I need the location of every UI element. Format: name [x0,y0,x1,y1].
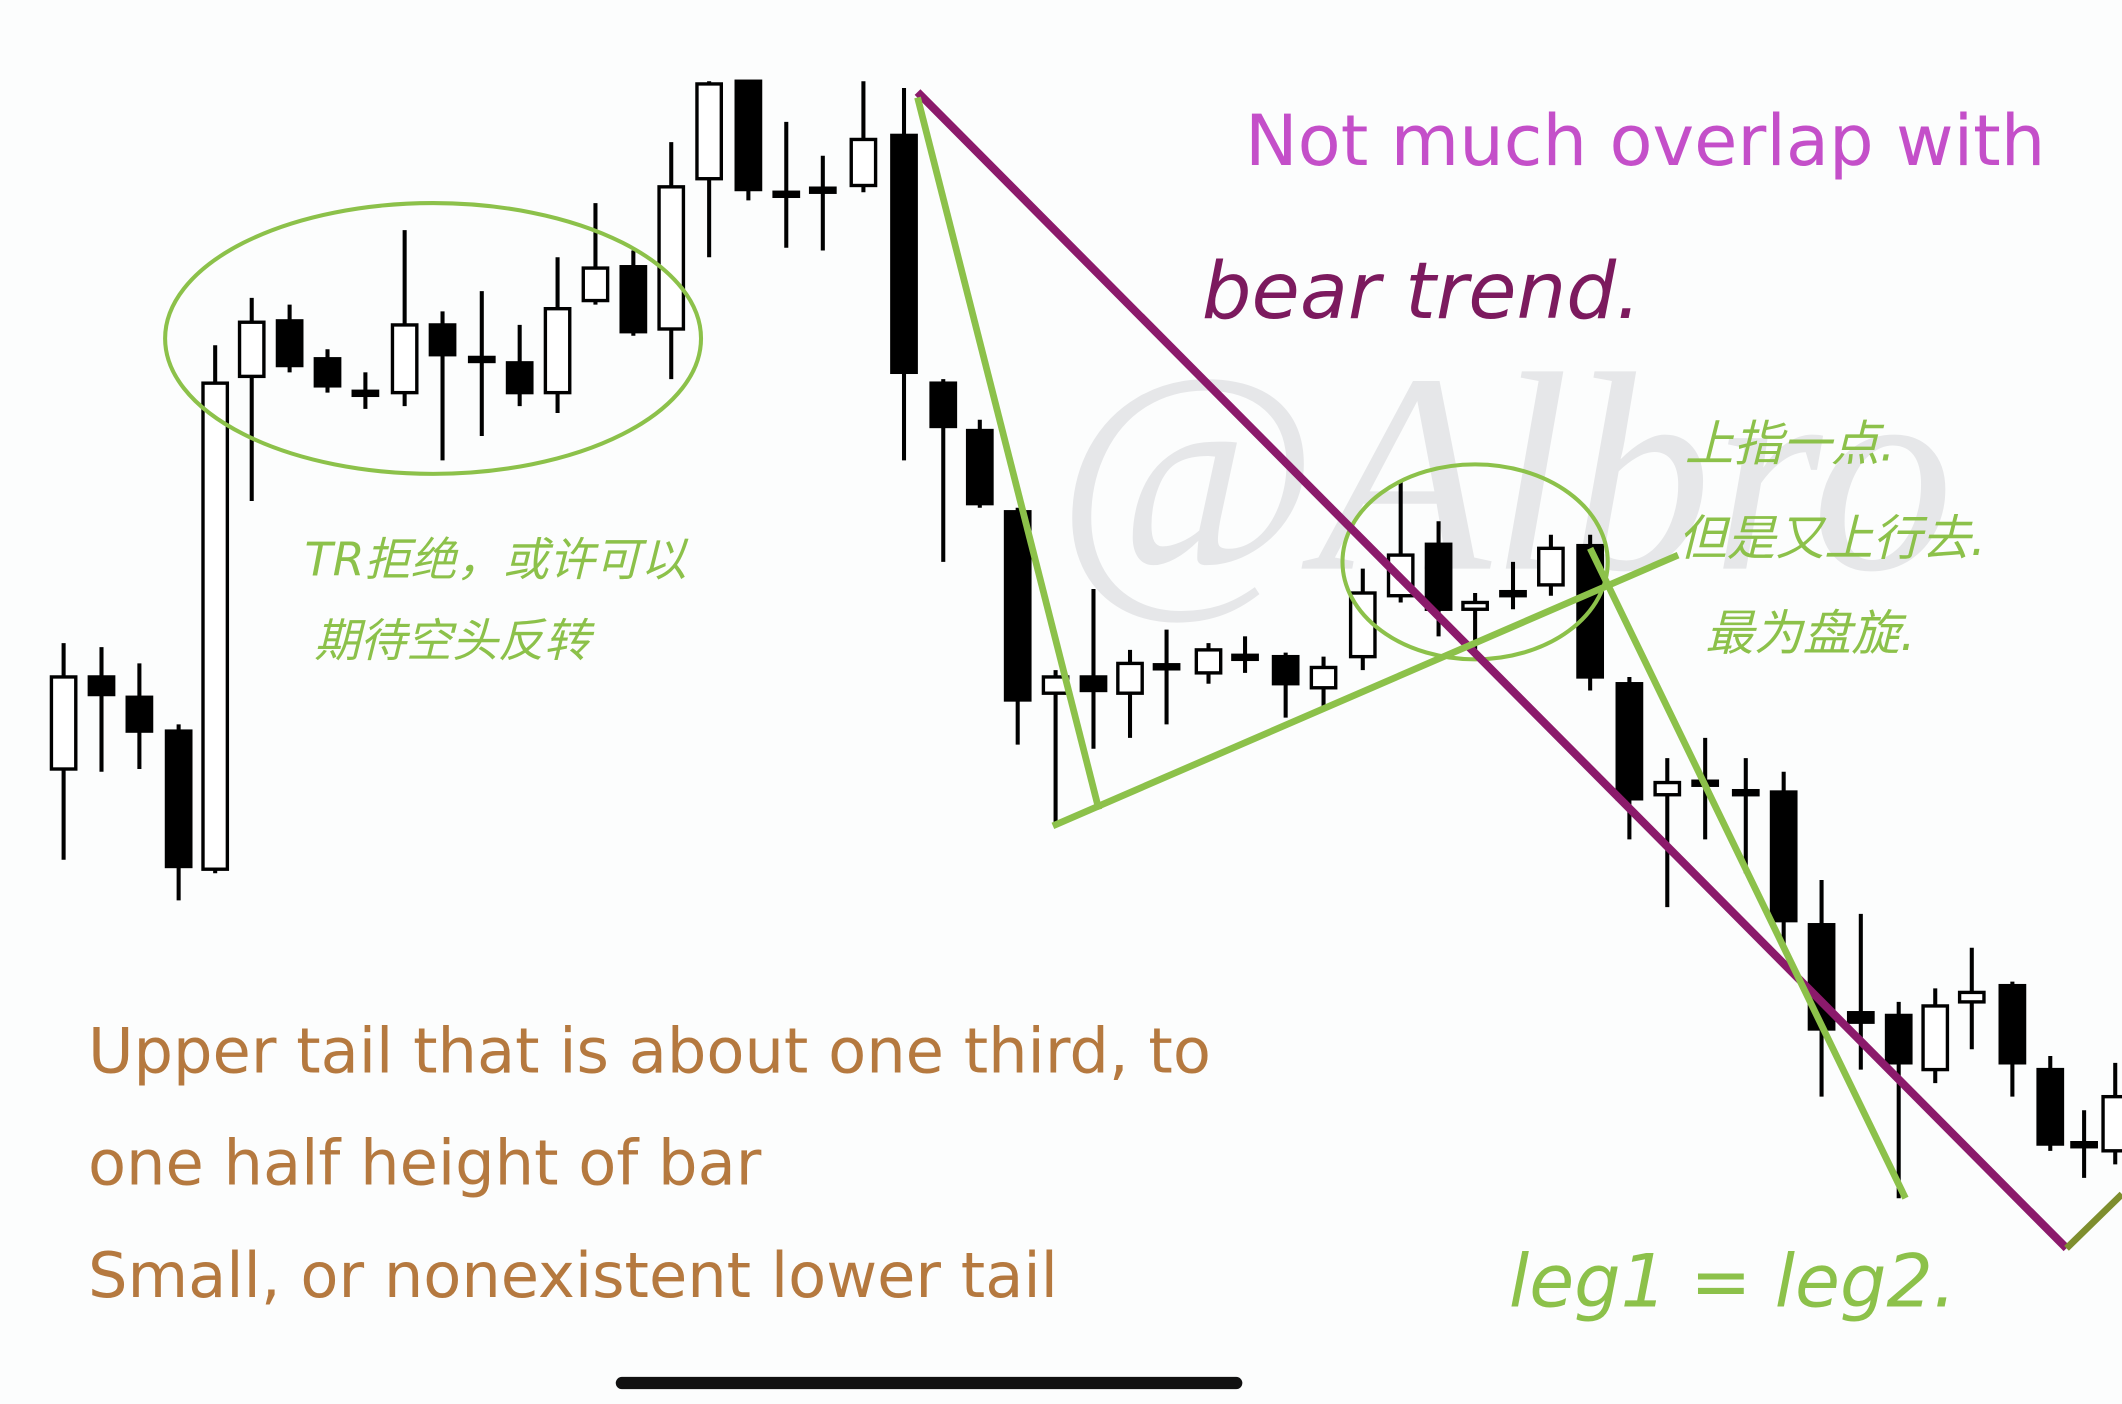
leg2-line [1587,546,1909,1200]
caption-line: Small, or nonexistent lower tail [88,1239,1058,1312]
candle-body [1424,542,1453,611]
candle-body [351,389,380,398]
watermark: @Albro [1056,317,1954,631]
top-circle [1340,462,1610,662]
candle-body [1309,665,1338,690]
candle-body [734,79,763,192]
right-note: 但是又上行去. [1678,511,1986,567]
candle-body [390,323,419,395]
right-note: 上指一点. [1685,416,1895,472]
legs-note: leg1 = leg2. [1509,1240,1956,1325]
candle-body [1769,790,1798,923]
home-indicator [615,1376,1243,1390]
candle-body [2070,1141,2098,1149]
candle-body [1461,600,1489,611]
channel-line [1051,551,1680,829]
candle-body [428,323,457,357]
candle-body [1116,661,1144,695]
candle-body [1998,983,2027,1065]
candle-body [965,428,994,506]
candle-body [581,266,610,303]
candle-body [849,137,878,188]
candle-body [1957,990,1986,1004]
candle-body [2036,1067,2065,1146]
candle-body [1731,788,1760,797]
candle-body [1079,675,1108,693]
candle-body [929,381,958,429]
candle-body [201,381,230,871]
candle-body [1003,510,1032,702]
candle-body [87,675,116,697]
left-note: 期待空头反转 [314,614,595,668]
candle-body [467,355,496,364]
candle-body [1231,653,1259,662]
caption-line: Upper tail that is about one third, to [88,1014,1211,1087]
caption-line: one half height of bar [88,1127,762,1200]
candle-body [1537,546,1565,587]
candle-body [125,695,154,733]
candle-body [1271,654,1300,686]
candle-body [49,675,78,771]
candle-body [772,190,801,199]
candle-body [1194,648,1223,675]
candle-body [695,82,724,181]
candle-body [1846,1011,1875,1024]
candle-body [890,133,918,375]
olive-line [2064,1191,2122,1251]
leg1-line [914,96,1103,811]
candle-body [275,319,304,368]
candle-body [313,357,342,388]
candle-body [1499,589,1527,598]
candle-body [164,729,193,869]
candle-body [808,186,837,194]
candle-body [1653,780,1682,797]
range-circle [163,201,704,476]
trend-line [914,89,2070,1252]
candle-body [505,361,534,395]
title: Not much overlap with [1245,100,2045,182]
candle-body [657,185,686,331]
candle-body [1152,663,1181,671]
left-note: TR拒绝，或许可以 [304,532,688,586]
candle-body [619,265,648,334]
candle-body [1615,682,1644,801]
candle-body [237,320,266,379]
right-note: 最为盘旋. [1705,606,1915,662]
candle-body [1921,1004,1950,1072]
trend-note: bear trend. [1202,245,1641,337]
candle-body [2101,1094,2122,1153]
candle-body [543,306,572,395]
candle-body [1884,1013,1913,1065]
